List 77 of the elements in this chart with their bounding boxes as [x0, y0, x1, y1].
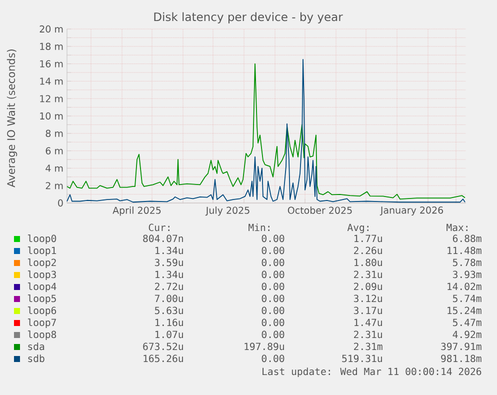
legend-label: sda: [28, 342, 44, 350]
text: 0.00: [262, 294, 284, 302]
y-tick-label: 20 m: [40, 25, 63, 33]
text: 0.00: [262, 306, 284, 314]
x-tick-label: January 2026: [380, 206, 444, 216]
legend-label: loop5: [28, 294, 56, 304]
text: 3.93m: [452, 270, 482, 278]
text: 11.48m: [448, 246, 482, 254]
chart-title: Disk latency per device - by year: [154, 12, 343, 24]
text: 197.89u: [244, 342, 284, 350]
text: 2.09u: [354, 282, 382, 290]
text: 1.80u: [354, 258, 382, 266]
text: 1.16u: [155, 318, 183, 326]
text: 2.31m: [354, 342, 382, 350]
text: 1.47u: [354, 318, 382, 326]
text: 3.59u: [154, 258, 183, 266]
legend-label: loop8: [28, 330, 56, 340]
text: 0.00: [262, 270, 284, 278]
text: 1.34u: [155, 270, 183, 278]
y-tick-label: 16 m: [40, 60, 63, 68]
legend-label: loop1: [28, 246, 56, 256]
text: Max:: [446, 224, 468, 232]
text: 673.52u: [143, 342, 183, 350]
text: 0.00: [262, 354, 284, 362]
x-tick-label: October 2025: [288, 206, 352, 214]
text: 2.31u: [354, 330, 382, 338]
text: 5.63u: [154, 306, 183, 314]
text: 804.07n: [143, 234, 183, 242]
y-tick-label: 10 m: [40, 112, 63, 120]
legend-label: loop4: [28, 282, 56, 292]
text: Avg:: [347, 224, 368, 234]
text: 0.00: [262, 246, 284, 254]
text: 5.47m: [452, 318, 482, 326]
text: Last update: Wed Mar 11 00:00:14 2026: [262, 368, 482, 378]
text: Cur:: [148, 224, 170, 232]
y-tick-label: 8 m: [46, 130, 63, 137]
text: 1.07u: [155, 330, 183, 338]
text: 165.26u: [144, 354, 183, 362]
legend-label: loop7: [28, 318, 56, 328]
text: 0.00: [262, 318, 284, 326]
legend-label: loop0: [28, 234, 56, 244]
text: 2.31u: [354, 270, 382, 278]
text: 3.17u: [354, 306, 382, 314]
y-tick-label: 14 m: [40, 78, 63, 85]
y-tick-label: 4 m: [46, 164, 63, 172]
x-tick-label: April 2025: [112, 206, 161, 216]
text: 2.26u: [354, 246, 382, 254]
text: 981.18m: [441, 354, 482, 362]
text: 3.12u: [354, 294, 382, 302]
text: 2.72u: [155, 282, 183, 290]
text: 1.34u: [155, 246, 183, 254]
x-tick-label: July 2025: [205, 206, 250, 216]
text: 0.00: [262, 258, 284, 266]
y-tick-label: 0: [58, 199, 63, 207]
legend-label: loop3: [28, 270, 56, 280]
text: 0.00: [262, 234, 284, 242]
legend-label: sdb: [28, 354, 44, 362]
y-tick-label: 2 m: [46, 182, 63, 190]
y-tick-label: 12 m: [40, 95, 63, 102]
text: 397.91m: [441, 342, 482, 350]
y-tick-label: 18 m: [40, 42, 63, 50]
text: 1.77u: [354, 234, 382, 242]
text: Min:: [248, 224, 270, 231]
y-axis-title: Average IO Wait (seconds): [6, 50, 18, 188]
text: 5.74m: [452, 294, 482, 302]
text: 6.88m: [452, 234, 482, 242]
text: 7.00u: [154, 294, 183, 302]
y-tick-label: 6 m: [46, 147, 63, 154]
text: 0.00: [262, 330, 284, 338]
text: 4.92m: [452, 330, 482, 338]
text: 519.31u: [342, 354, 382, 362]
text: 5.78m: [452, 258, 482, 266]
text: 0.00: [262, 282, 284, 290]
legend-label: loop2: [28, 258, 56, 268]
text: 15.24m: [448, 306, 482, 314]
legend-label: loop6: [28, 306, 56, 316]
text: 14.02m: [448, 282, 482, 290]
